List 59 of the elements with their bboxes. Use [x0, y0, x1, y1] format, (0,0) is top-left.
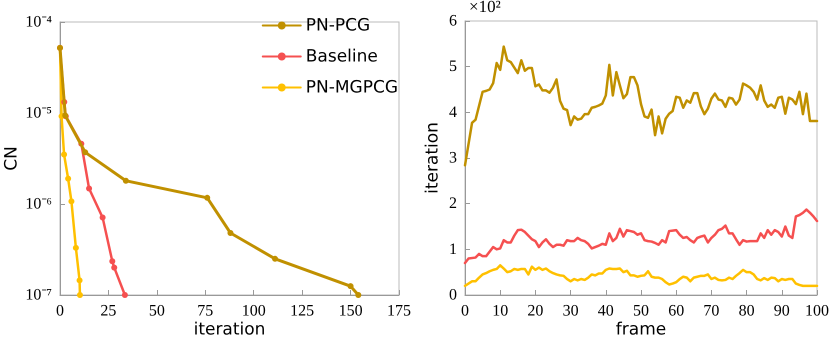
- x-tick-label: 0: [461, 302, 469, 320]
- x-tick-label: 100: [805, 302, 829, 320]
- point: [204, 194, 210, 201]
- legend-label: PN-MGPCG: [306, 78, 398, 98]
- y-tick-label: 10⁻⁶: [25, 196, 52, 212]
- x-tick-label: 40: [598, 302, 614, 320]
- x-tick-label: 90: [774, 302, 790, 320]
- point: [109, 258, 116, 264]
- point: [122, 178, 129, 184]
- point: [227, 230, 234, 236]
- x-tick-label: 30: [562, 302, 579, 320]
- point: [61, 151, 68, 158]
- x-tick-label: 80: [738, 302, 755, 320]
- x-tick-label: 70: [703, 302, 720, 320]
- y-tick-label: 3: [449, 150, 457, 166]
- y-tick-label: 10⁻⁷: [25, 286, 52, 304]
- point: [111, 264, 118, 271]
- y-tick-label: 1: [449, 240, 457, 258]
- x-tick-label: 25: [100, 302, 116, 320]
- line-series: [464, 45, 818, 167]
- point: [86, 186, 92, 192]
- text: ×10²: [469, 0, 501, 16]
- x-tick-label: 100: [242, 302, 266, 320]
- x-tick-label: 20: [527, 302, 544, 320]
- x-tick-label: 125: [290, 302, 314, 320]
- point: [76, 277, 83, 284]
- y-axis-title: CN: [2, 146, 22, 171]
- y-axis-title: iteration: [422, 122, 442, 194]
- legend-label: Baseline: [306, 46, 378, 66]
- y-tick-label: 10⁻⁴: [25, 14, 52, 30]
- x-axis-title: frame: [616, 320, 666, 340]
- x-tick-label: 50: [148, 302, 165, 320]
- point: [100, 214, 106, 221]
- point: [272, 256, 278, 262]
- y-tick-label: 2: [449, 195, 457, 212]
- y-tick-label: 0: [449, 286, 457, 304]
- x-tick-label: 10: [492, 302, 508, 320]
- line-series: [464, 264, 818, 288]
- y-tick-label: 10⁻⁵: [25, 104, 52, 122]
- point: [65, 176, 72, 182]
- point: [68, 198, 74, 204]
- point: [348, 283, 354, 290]
- line-series: [464, 208, 818, 264]
- x-tick-label: 60: [668, 302, 684, 320]
- y-tick-label: 4: [449, 104, 457, 121]
- x-tick-label: 175: [387, 302, 411, 320]
- point: [82, 149, 88, 156]
- x-tick-label: 75: [197, 302, 214, 320]
- y-tick-label: 5: [449, 58, 457, 76]
- x-tick-label: 150: [338, 302, 363, 320]
- x-tick-label: 50: [633, 302, 649, 320]
- y-tick-label: 6: [449, 12, 457, 30]
- x-axis-title: iteration: [194, 320, 266, 340]
- legend-label: PN-PCG: [306, 16, 370, 36]
- x-tick-label: 0: [56, 302, 64, 320]
- point: [355, 292, 362, 298]
- point: [122, 292, 128, 298]
- point: [72, 244, 79, 251]
- point: [76, 292, 83, 298]
